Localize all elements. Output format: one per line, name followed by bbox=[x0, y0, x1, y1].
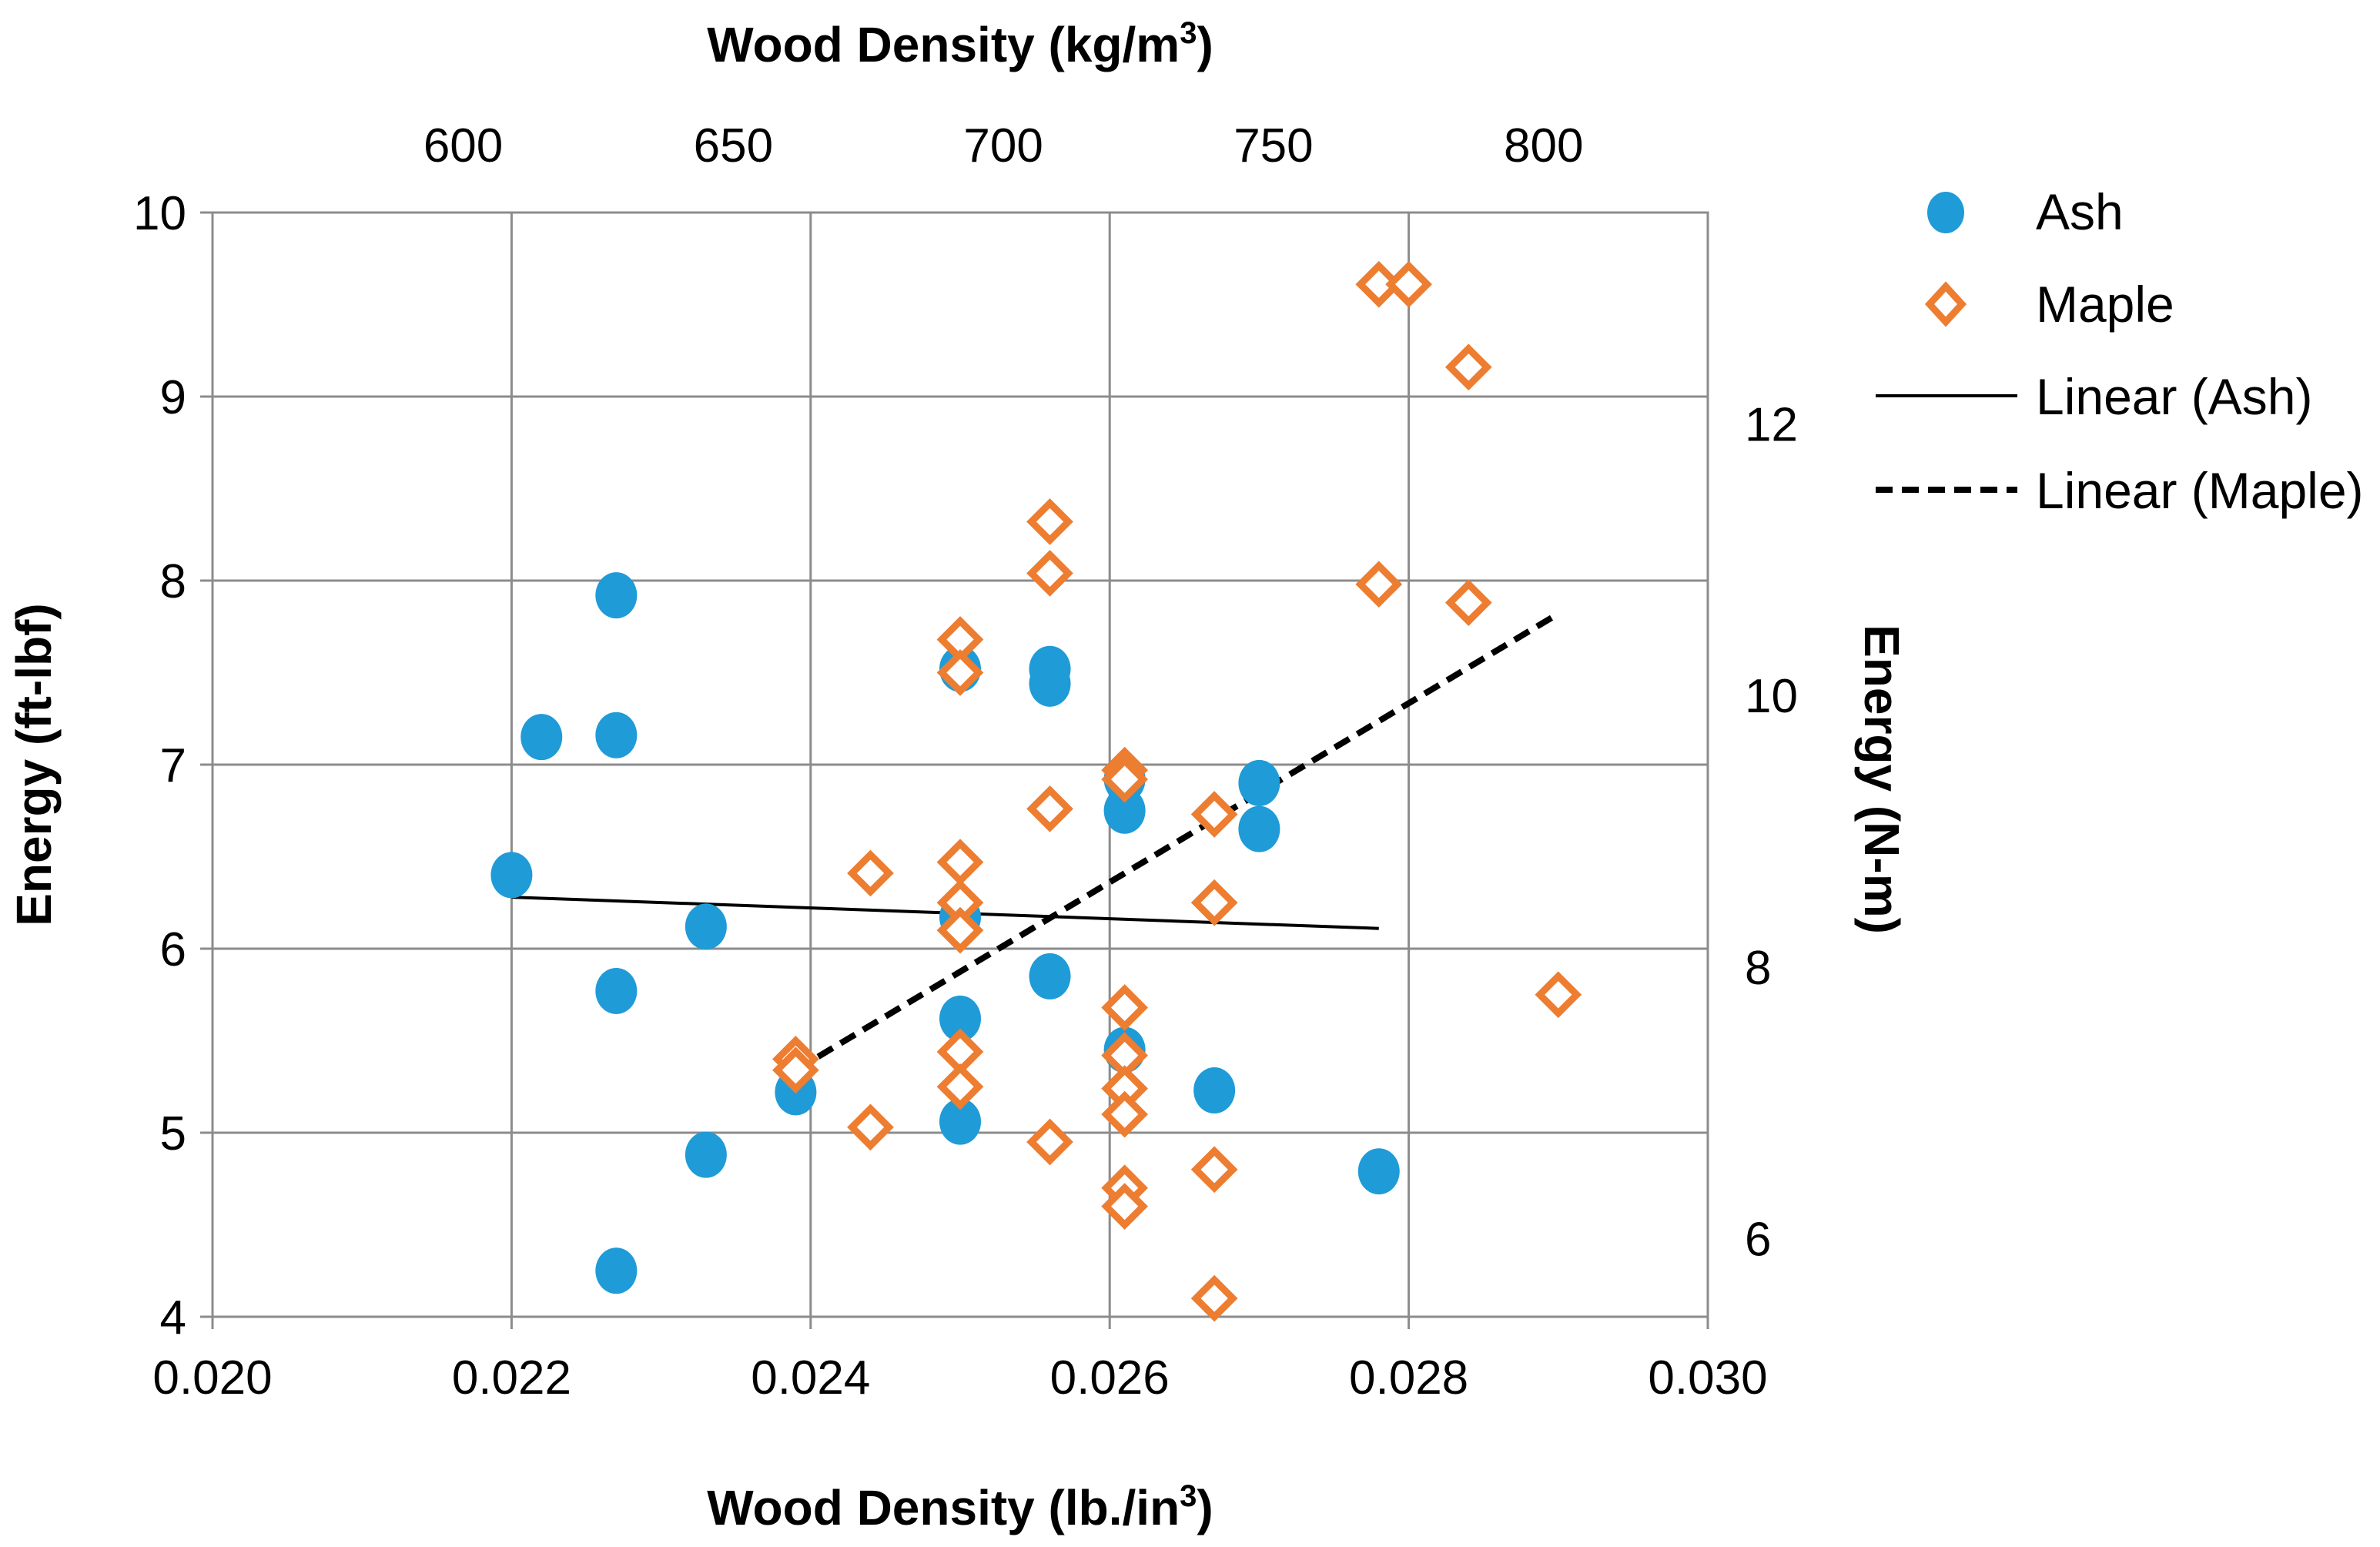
bottom-axis-tick-label: 0.024 bbox=[751, 1351, 870, 1405]
maple-data-point bbox=[1026, 550, 1073, 597]
ash-data-point bbox=[521, 714, 563, 761]
maple-data-point bbox=[1190, 1274, 1238, 1322]
ash-data-point bbox=[595, 712, 638, 758]
legend: Ash Maple Linear (Ash) Linear (Maple) bbox=[1876, 183, 2364, 519]
ash-data-point bbox=[939, 1098, 981, 1145]
ash-data-point bbox=[685, 1131, 727, 1178]
ash-data-point bbox=[595, 967, 638, 1014]
data-points bbox=[490, 260, 1582, 1322]
legend-item-linear-maple: Linear (Maple) bbox=[1876, 462, 2364, 519]
right-axis-title: Energy (N-m) bbox=[1854, 624, 1910, 934]
maple-data-point bbox=[936, 906, 984, 954]
ash-data-point bbox=[685, 903, 727, 950]
legend-linear-maple-label: Linear (Maple) bbox=[2036, 462, 2364, 519]
right-axis-tick-label: 6 bbox=[1745, 1213, 1771, 1266]
top-axis-title: Wood Density (kg/m3) bbox=[707, 16, 1213, 72]
legend-linear-ash-label: Linear (Ash) bbox=[2036, 368, 2313, 425]
maple-data-point bbox=[1385, 260, 1432, 308]
ash-data-point bbox=[595, 1247, 638, 1294]
maple-data-point bbox=[847, 1103, 894, 1151]
left-axis-tick-label: 6 bbox=[160, 923, 186, 976]
maple-data-point bbox=[1101, 1090, 1148, 1138]
left-axis-tick-label: 5 bbox=[160, 1107, 186, 1160]
top-axis-tick-label: 600 bbox=[423, 119, 503, 172]
maple-data-point bbox=[1444, 343, 1492, 391]
top-axis-tick-label: 700 bbox=[963, 119, 1043, 172]
maple-data-point bbox=[1444, 579, 1492, 627]
maple-data-point bbox=[772, 1046, 819, 1094]
maple-data-point bbox=[1355, 561, 1403, 608]
left-axis-tick-label: 7 bbox=[160, 739, 186, 792]
ash-data-point bbox=[939, 995, 981, 1042]
bottom-axis-tick-label: 0.030 bbox=[1648, 1351, 1767, 1405]
maple-data-point bbox=[1101, 755, 1148, 803]
maple-data-point bbox=[1101, 1183, 1148, 1230]
top-axis-tick-label: 800 bbox=[1504, 119, 1583, 172]
left-axis-tick-label: 10 bbox=[133, 187, 186, 240]
top-axis-tick-label: 750 bbox=[1234, 119, 1313, 172]
legend-item-linear-ash: Linear (Ash) bbox=[1876, 368, 2313, 425]
legend-item-maple: Maple bbox=[1924, 276, 2174, 333]
legend-item-ash: Ash bbox=[1927, 183, 2124, 240]
ash-data-point bbox=[1193, 1067, 1236, 1114]
left-axis-tick-label: 8 bbox=[160, 555, 186, 608]
bottom-axis-title: Wood Density (lb./in3) bbox=[707, 1479, 1213, 1535]
bottom-axis-tick-label: 0.028 bbox=[1349, 1351, 1468, 1405]
ash-data-point bbox=[595, 572, 638, 619]
ash-data-point bbox=[1357, 1148, 1400, 1195]
ash-data-point bbox=[1238, 805, 1280, 852]
maple-data-point bbox=[1190, 1146, 1238, 1194]
maple-data-point bbox=[1190, 879, 1238, 926]
maple-data-point bbox=[936, 649, 984, 696]
ash-data-point bbox=[1029, 660, 1071, 707]
right-axis-tick-label: 10 bbox=[1745, 670, 1798, 723]
maple-data-point bbox=[1190, 791, 1238, 838]
maple-data-point bbox=[1026, 1118, 1073, 1166]
right-axis-tick-label: 12 bbox=[1745, 399, 1798, 452]
left-axis-tick-label: 9 bbox=[160, 371, 186, 424]
maple-data-point bbox=[1535, 971, 1582, 1019]
bottom-axis-tick-label: 0.026 bbox=[1050, 1351, 1170, 1405]
maple-data-point bbox=[1355, 260, 1403, 308]
maple-data-point bbox=[1026, 785, 1073, 832]
bottom-axis-tick-label: 0.020 bbox=[152, 1351, 272, 1405]
top-axis-tick-label: 650 bbox=[694, 119, 773, 172]
legend-maple-marker bbox=[1924, 281, 1967, 327]
tick-labels: 0.020 0.022 0.024 0.026 0.028 0.030 4 5 6 7 8 9 10 60… bbox=[133, 119, 1798, 1405]
legend-maple-label: Maple bbox=[2036, 276, 2174, 333]
left-axis-title: Energy (ft-lbf) bbox=[6, 603, 62, 926]
maple-trendline bbox=[794, 611, 1560, 1073]
bottom-axis-tick-label: 0.022 bbox=[452, 1351, 571, 1405]
left-axis-tick-label: 4 bbox=[160, 1291, 186, 1344]
maple-data-point bbox=[1101, 984, 1148, 1031]
ash-data-point bbox=[490, 852, 533, 899]
ash-data-point bbox=[1238, 759, 1280, 806]
legend-ash-label: Ash bbox=[2036, 183, 2124, 240]
maple-data-point bbox=[1026, 498, 1073, 545]
maple-data-point bbox=[936, 1063, 984, 1110]
ash-data-point bbox=[1029, 953, 1071, 1000]
right-axis-tick-label: 8 bbox=[1745, 942, 1771, 995]
legend-ash-marker bbox=[1927, 192, 1964, 233]
maple-data-point bbox=[847, 849, 894, 897]
ash-data-point bbox=[1103, 787, 1146, 834]
